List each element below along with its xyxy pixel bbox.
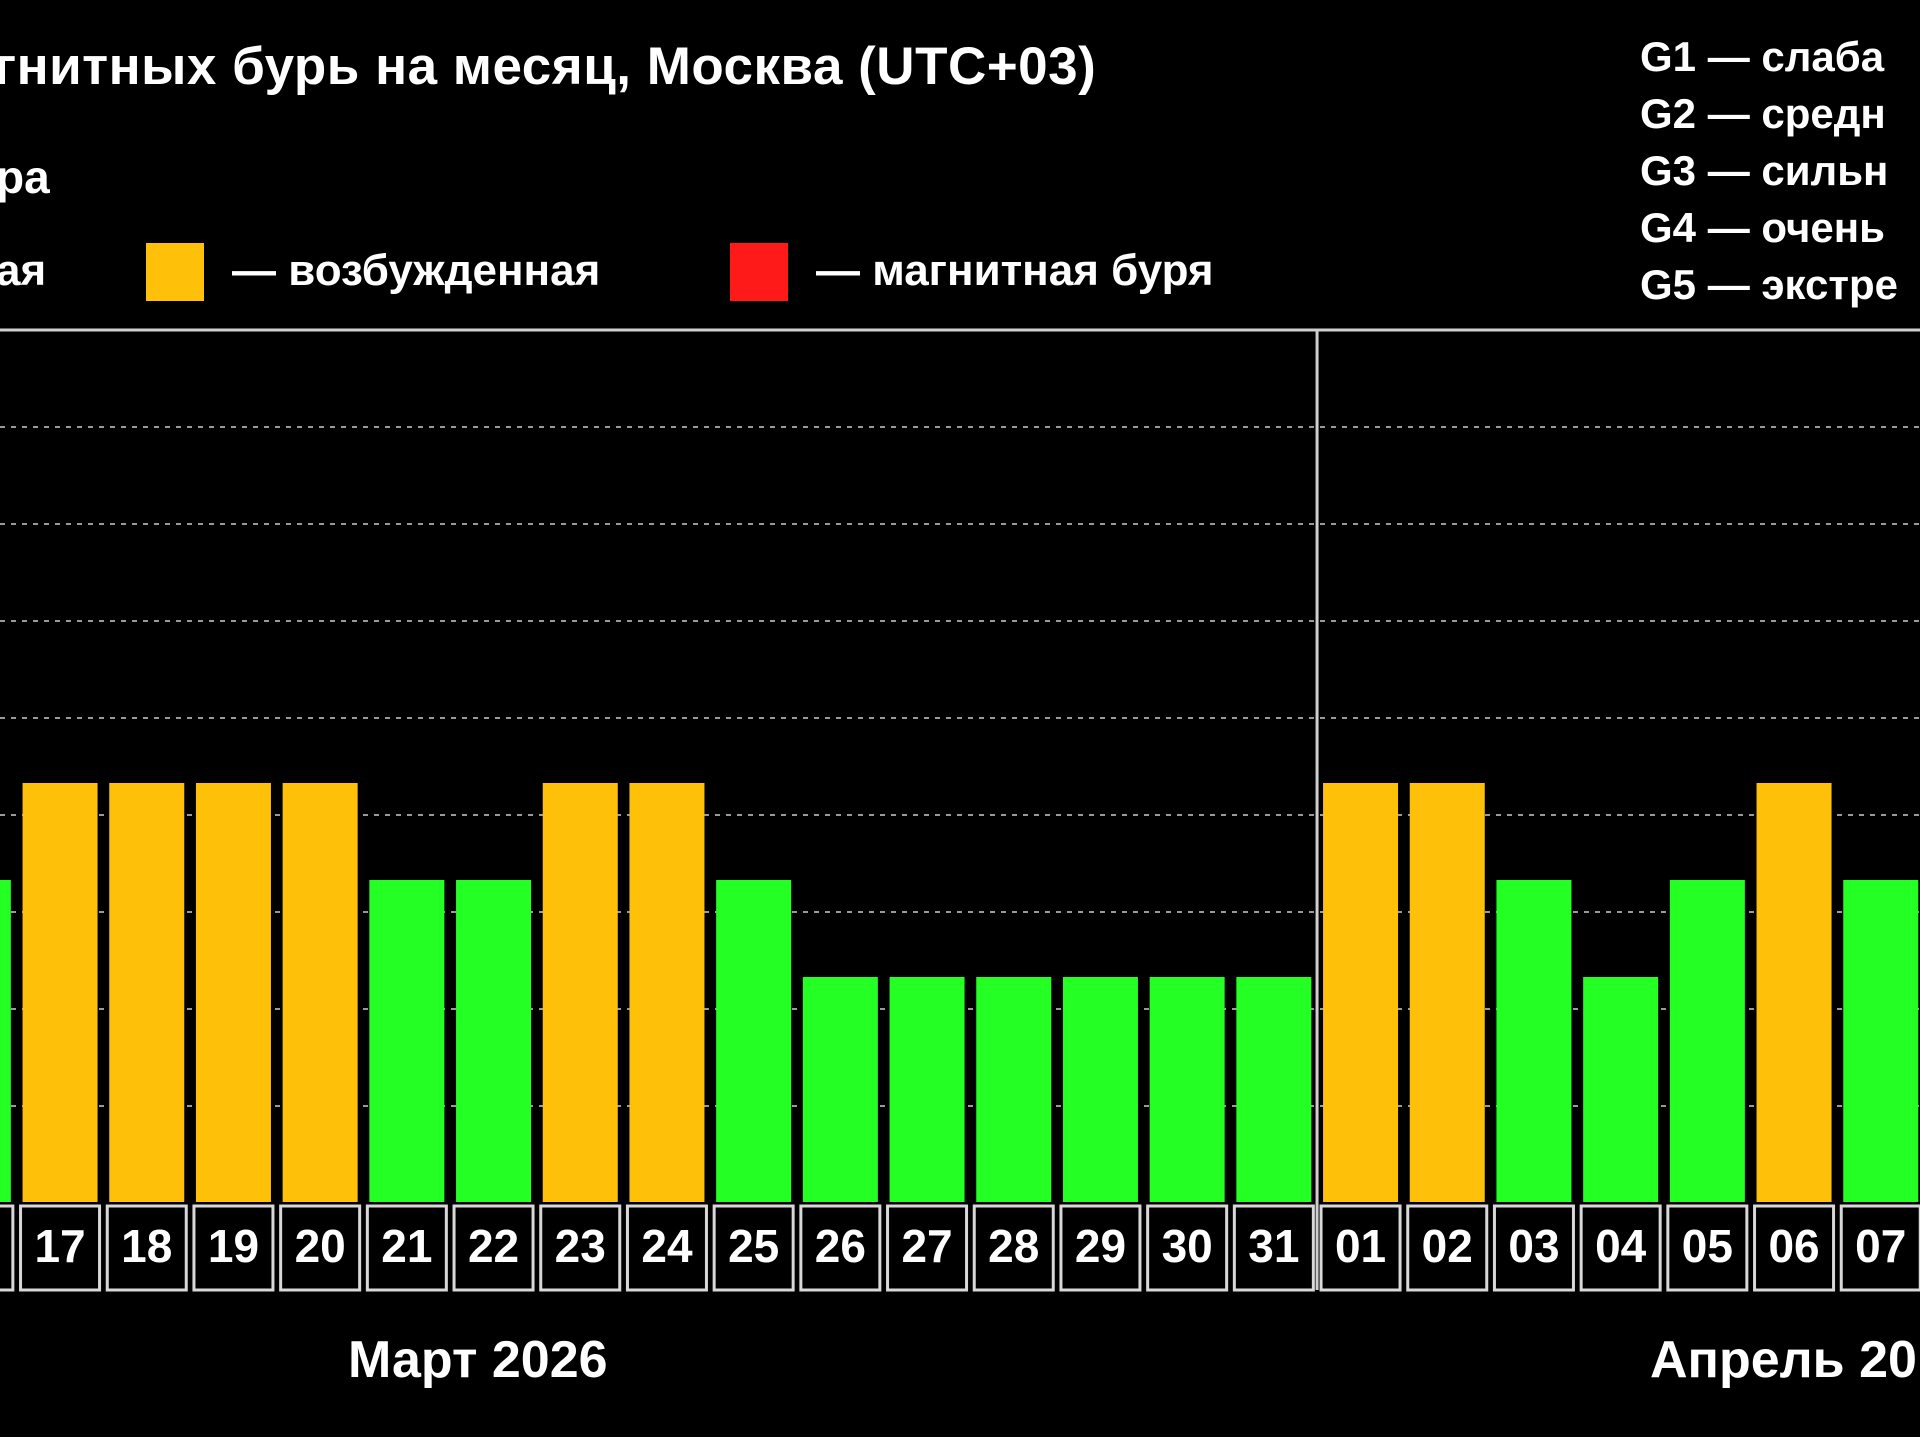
day-label-box bbox=[1146, 1204, 1229, 1292]
g-scale-list: G1 — слаба G2 — средн G3 — сильн G4 — оч… bbox=[1640, 28, 1898, 313]
g-scale-item: G5 — экстре bbox=[1640, 261, 1898, 308]
day-label-box bbox=[1232, 1204, 1315, 1292]
bar bbox=[1149, 976, 1225, 1203]
legend-swatch-excited bbox=[146, 243, 204, 301]
legend-label-quiet: ая bbox=[0, 246, 47, 295]
bar bbox=[369, 879, 445, 1203]
day-label-box bbox=[886, 1204, 969, 1292]
day-label-box bbox=[365, 1204, 448, 1292]
day-tick-label: 05 bbox=[1682, 1220, 1733, 1272]
bar bbox=[109, 782, 185, 1203]
bar bbox=[456, 879, 532, 1203]
g-scale-item: G2 — средн bbox=[1640, 90, 1886, 137]
day-tick-label: 02 bbox=[1422, 1220, 1473, 1272]
bar bbox=[282, 782, 358, 1203]
day-label-box bbox=[972, 1204, 1055, 1292]
day-tick-label: 26 bbox=[815, 1220, 866, 1272]
day-label-box bbox=[539, 1204, 622, 1292]
day-tick-label: 19 bbox=[208, 1220, 259, 1272]
bar bbox=[1583, 976, 1659, 1203]
bar bbox=[1409, 782, 1485, 1203]
bar bbox=[802, 976, 878, 1203]
day-label-box bbox=[799, 1204, 882, 1292]
day-label-box bbox=[192, 1204, 275, 1292]
day-tick-label: 07 bbox=[1855, 1220, 1906, 1272]
day-tick-label: 21 bbox=[381, 1220, 432, 1272]
day-tick-label: 04 bbox=[1595, 1220, 1647, 1272]
day-tick-label: 06 bbox=[1768, 1220, 1819, 1272]
chart-title: гнитных бурь на месяц, Москва (UTC+03) bbox=[0, 37, 1097, 96]
day-tick-label: 20 bbox=[295, 1220, 346, 1272]
day-label-box bbox=[1666, 1204, 1749, 1292]
day-label-box bbox=[105, 1204, 188, 1292]
day-label-box bbox=[19, 1204, 102, 1292]
bar bbox=[0, 879, 11, 1203]
day-tick-label: 24 bbox=[641, 1220, 693, 1272]
legend-label-storm: — магнитная буря bbox=[816, 246, 1214, 295]
bar bbox=[889, 976, 965, 1203]
g-scale-item: G4 — очень bbox=[1640, 204, 1885, 251]
month-label-april: Апрель 20 bbox=[1650, 1331, 1917, 1389]
day-label-box bbox=[1839, 1204, 1920, 1292]
bar bbox=[716, 879, 792, 1203]
bar bbox=[1323, 782, 1399, 1203]
g-scale-item: G3 — сильн bbox=[1640, 147, 1889, 194]
day-tick-label: 27 bbox=[901, 1220, 952, 1272]
bar bbox=[1843, 879, 1919, 1203]
day-tick-label: 28 bbox=[988, 1220, 1039, 1272]
bar bbox=[22, 782, 98, 1203]
bar bbox=[976, 976, 1052, 1203]
day-label-box bbox=[1753, 1204, 1836, 1292]
day-label-box bbox=[1059, 1204, 1142, 1292]
g-scale-item: G1 — слаба bbox=[1640, 33, 1885, 80]
month-label-march: Март 2026 bbox=[348, 1331, 608, 1389]
day-tick-label: 30 bbox=[1162, 1220, 1213, 1272]
day-tick-label: 23 bbox=[555, 1220, 606, 1272]
day-label-box bbox=[0, 1204, 15, 1292]
day-label-box bbox=[625, 1204, 708, 1292]
bar bbox=[1669, 879, 1745, 1203]
bar bbox=[195, 782, 271, 1203]
legend-swatch-storm bbox=[730, 243, 788, 301]
day-label-box bbox=[1492, 1204, 1575, 1292]
legend-cut-text: ра bbox=[0, 151, 50, 203]
bar bbox=[629, 782, 705, 1203]
day-tick-label: 17 bbox=[34, 1220, 85, 1272]
day-tick-label: 18 bbox=[121, 1220, 172, 1272]
day-tick-label: 22 bbox=[468, 1220, 519, 1272]
day-label-box bbox=[712, 1204, 795, 1292]
bar bbox=[1496, 879, 1572, 1203]
day-tick-label: 31 bbox=[1248, 1220, 1299, 1272]
day-label-box bbox=[1579, 1204, 1662, 1292]
day-tick-label: 29 bbox=[1075, 1220, 1126, 1272]
bar bbox=[1062, 976, 1138, 1203]
bar bbox=[1236, 976, 1312, 1203]
day-tick-label: 03 bbox=[1508, 1220, 1559, 1272]
bar bbox=[542, 782, 618, 1203]
day-label-box bbox=[1406, 1204, 1489, 1292]
day-tick-label: 01 bbox=[1335, 1220, 1386, 1272]
day-label-box bbox=[1319, 1204, 1402, 1292]
bar bbox=[1756, 782, 1832, 1203]
day-label-box bbox=[279, 1204, 362, 1292]
day-label-box bbox=[452, 1204, 535, 1292]
legend-label-excited: — возбужденная bbox=[232, 246, 601, 295]
day-tick-label: 25 bbox=[728, 1220, 779, 1272]
